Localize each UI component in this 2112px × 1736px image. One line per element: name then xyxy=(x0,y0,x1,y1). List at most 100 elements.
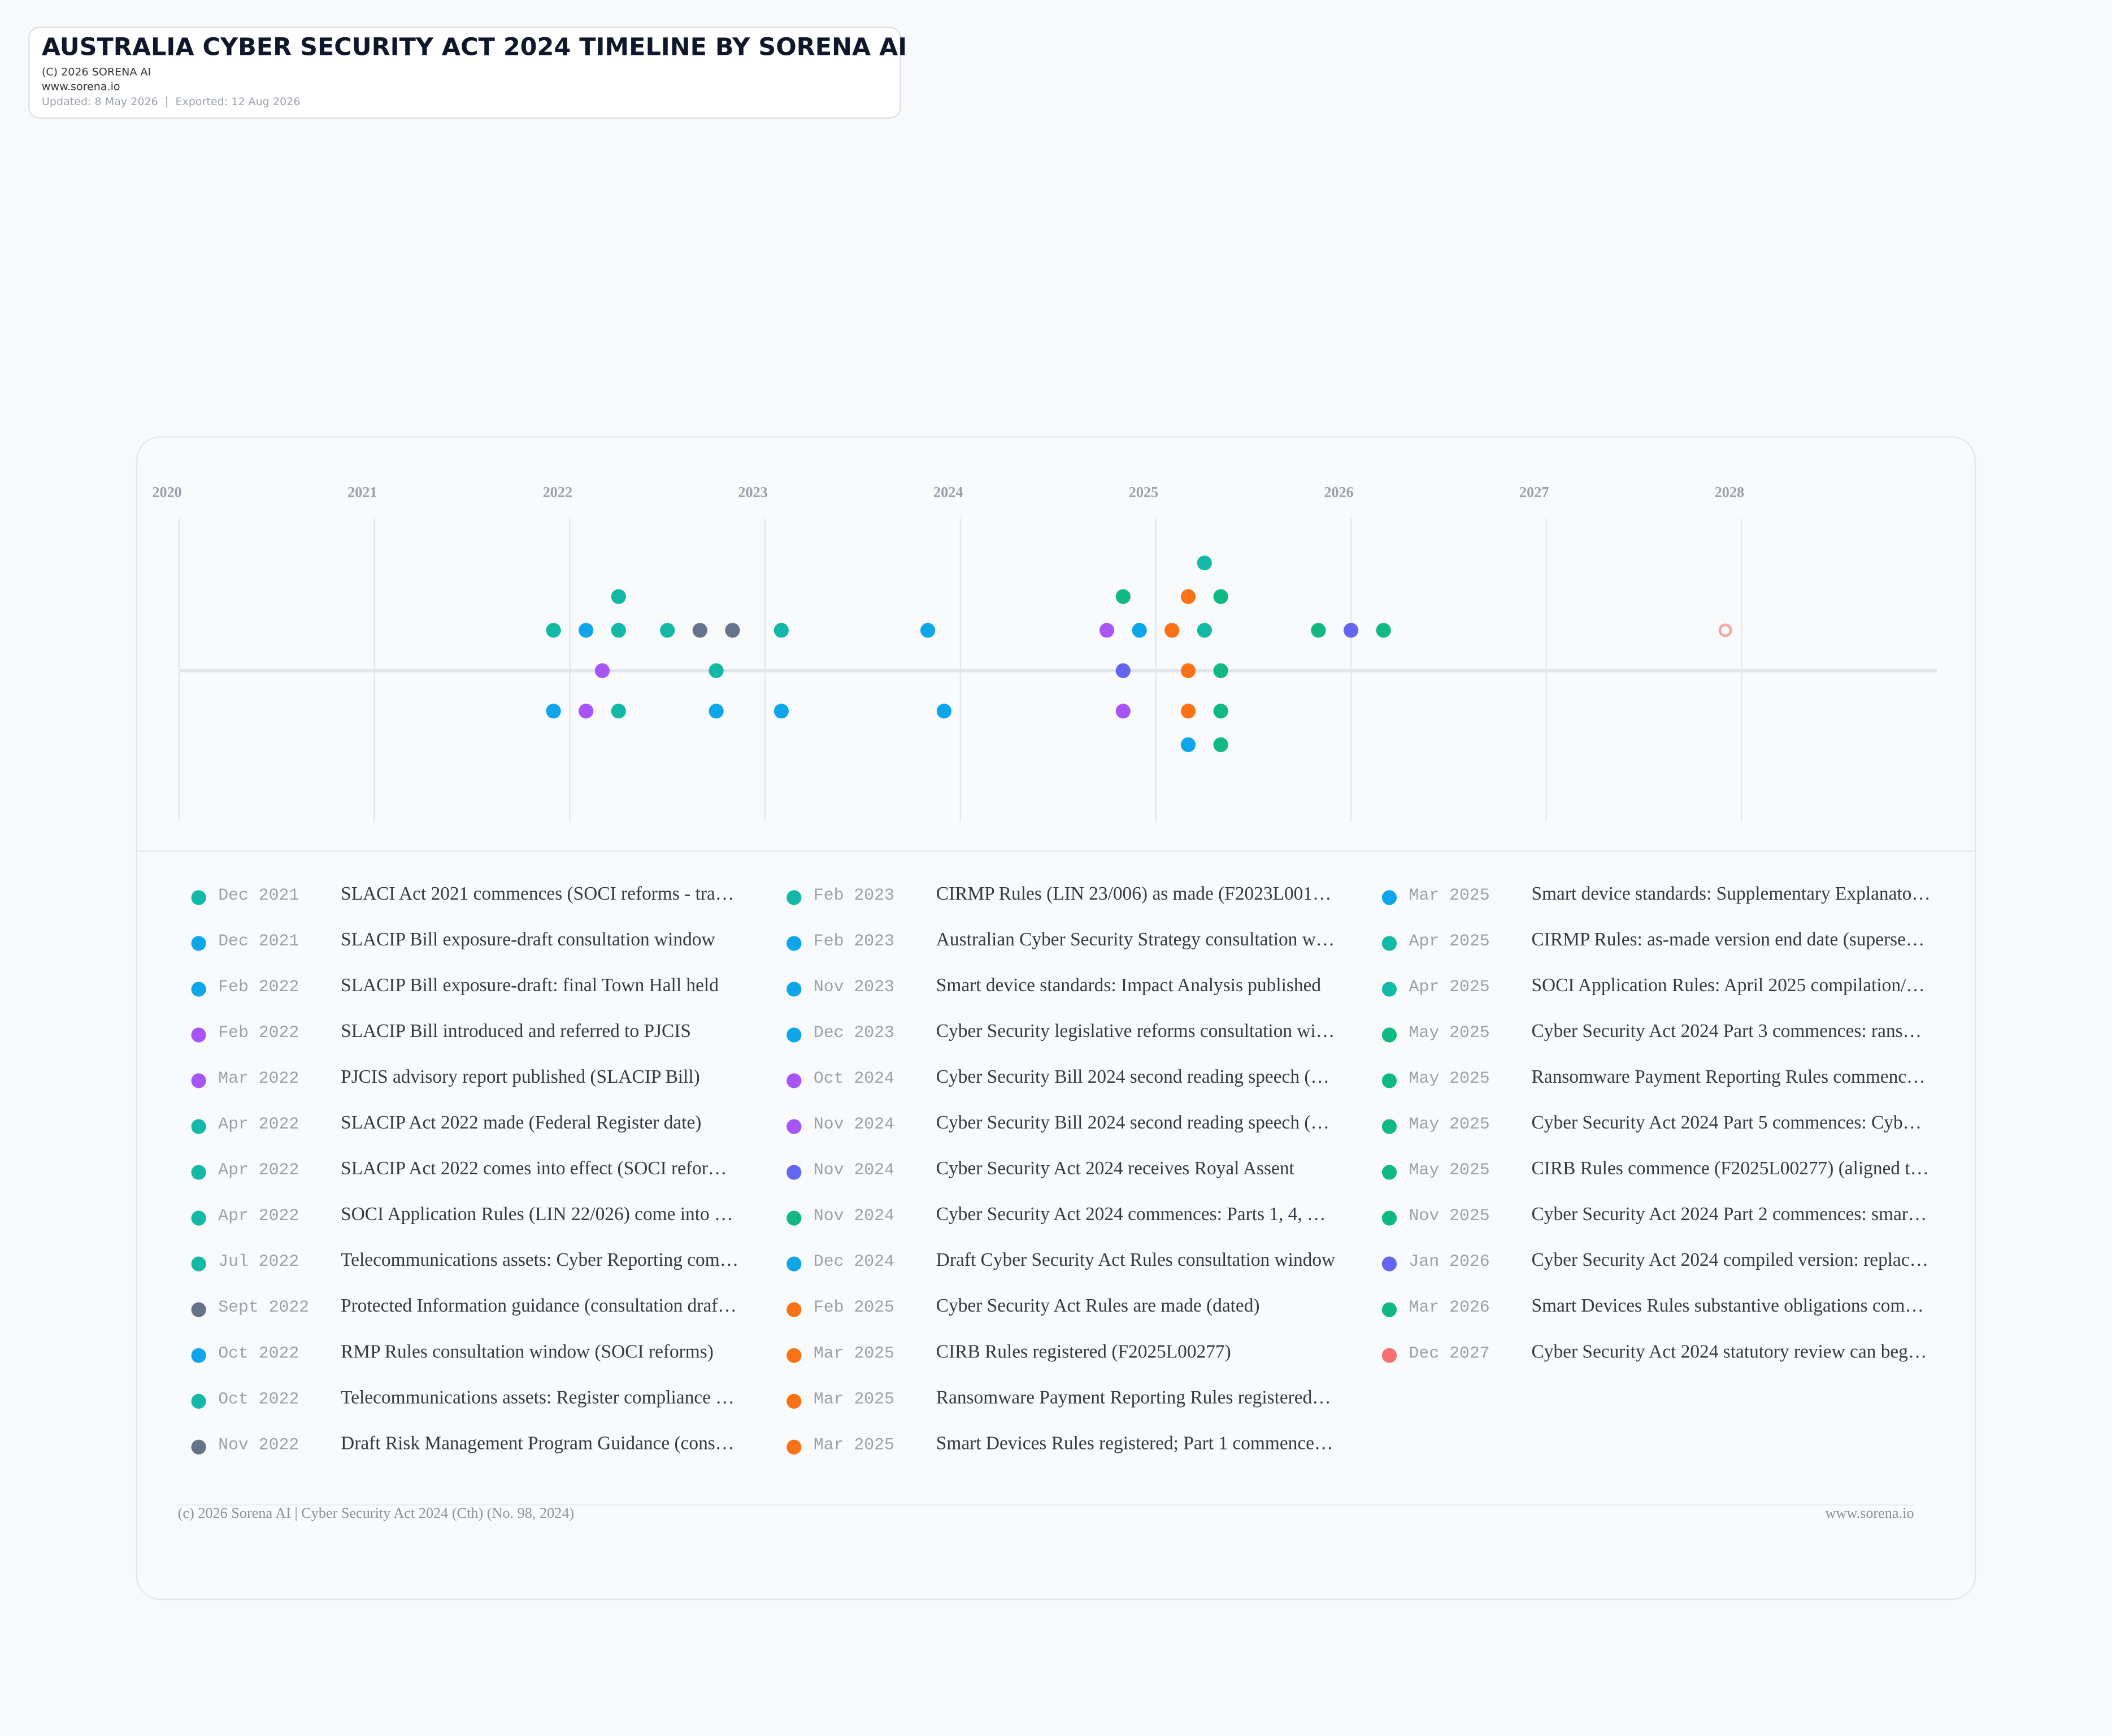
event-dot xyxy=(546,704,561,719)
event-dot xyxy=(1376,623,1391,638)
event-text: SLACIP Act 2022 made (Federal Register d… xyxy=(341,1113,702,1134)
event-dot xyxy=(936,704,952,719)
event-dot xyxy=(786,1210,802,1226)
event-dot xyxy=(786,936,802,951)
event-dot xyxy=(1381,1302,1397,1317)
event-date: Mar 2026 xyxy=(1409,1298,1490,1317)
event-date: Nov 2024 xyxy=(813,1161,894,1180)
event-date: May 2025 xyxy=(1409,1115,1490,1134)
event-text: Cyber Security Act 2024 Part 3 commences… xyxy=(1531,1022,1922,1043)
event-text: SLACI Act 2021 commences (SOCI reforms -… xyxy=(341,884,735,905)
dates: Updated: 8 May 2026 | Exported: 12 Aug 2… xyxy=(41,96,301,108)
event-dot xyxy=(1381,982,1397,997)
event-date: May 2025 xyxy=(1409,1023,1490,1043)
event-dot xyxy=(660,623,675,638)
year-label: 2028 xyxy=(1715,484,1744,500)
event-dot xyxy=(1180,589,1196,604)
event-dot xyxy=(191,1348,206,1363)
event-date: Apr 2022 xyxy=(218,1115,299,1134)
event-dot xyxy=(579,623,594,638)
event-date: Feb 2022 xyxy=(218,1023,299,1043)
event-date: Feb 2025 xyxy=(813,1298,894,1317)
event-dot xyxy=(191,1394,206,1409)
event-dot xyxy=(709,704,724,719)
event-date: Apr 2022 xyxy=(218,1206,299,1226)
event-dot xyxy=(786,982,802,997)
event-date: Feb 2023 xyxy=(813,886,894,905)
event-dot xyxy=(1132,623,1147,638)
footer-rule xyxy=(176,1504,1914,1506)
event-dot xyxy=(709,663,724,678)
event-date: Apr 2025 xyxy=(1409,932,1490,951)
event-text: Cyber Security legislative reforms consu… xyxy=(936,1022,1335,1043)
event-text: CIRB Rules commence (F2025L00277) (align… xyxy=(1531,1159,1930,1180)
event-date: Dec 2021 xyxy=(218,886,299,905)
event-dot xyxy=(191,1073,206,1088)
event-text: CIRMP Rules (LIN 23/006) as made (F2023L… xyxy=(936,884,1332,905)
event-dot xyxy=(1381,1027,1397,1043)
event-dot xyxy=(692,623,707,638)
event-dot xyxy=(1381,1348,1397,1363)
event-dot xyxy=(1115,663,1131,678)
event-dot xyxy=(1115,704,1131,719)
event-text: Cyber Security Act 2024 commences: Parts… xyxy=(936,1205,1326,1226)
event-dot xyxy=(1213,663,1228,678)
event-text: Cyber Security Bill 2024 second reading … xyxy=(936,1067,1329,1088)
event-dot xyxy=(786,1439,802,1455)
event-dot xyxy=(786,1256,802,1271)
event-dot xyxy=(1343,623,1359,638)
event-dot xyxy=(1381,1165,1397,1180)
event-dot xyxy=(191,1119,206,1134)
event-dot xyxy=(191,982,206,997)
event-text: Cyber Security Act 2024 receives Royal A… xyxy=(936,1159,1294,1180)
event-date: Dec 2023 xyxy=(813,1023,894,1043)
event-date: Apr 2022 xyxy=(218,1161,299,1180)
event-dot xyxy=(191,1439,206,1455)
event-date: Feb 2023 xyxy=(813,932,894,951)
event-dot xyxy=(773,623,789,638)
footer-left: (c) 2026 Sorena AI | Cyber Security Act … xyxy=(177,1505,575,1522)
event-dot xyxy=(786,1073,802,1088)
event-text: Smart Devices Rules registered; Part 1 c… xyxy=(936,1434,1333,1455)
event-dot xyxy=(1197,555,1212,571)
event-date: Nov 2024 xyxy=(813,1115,894,1134)
year-label: 2025 xyxy=(1129,484,1158,500)
year-label: 2023 xyxy=(738,484,767,500)
event-dot xyxy=(1381,936,1397,951)
event-dot xyxy=(579,704,594,719)
event-date: Jul 2022 xyxy=(218,1252,299,1271)
event-date: May 2025 xyxy=(1409,1069,1490,1088)
event-dot xyxy=(1099,623,1115,638)
event-dot xyxy=(920,623,936,638)
event-date: Dec 2021 xyxy=(218,932,299,951)
event-dot xyxy=(1718,623,1732,637)
event-dot xyxy=(1180,704,1196,719)
event-date: Mar 2025 xyxy=(1409,886,1490,905)
event-text: SLACIP Act 2022 comes into effect (SOCI … xyxy=(341,1159,727,1180)
event-text: Cyber Security Act 2024 Part 2 commences… xyxy=(1531,1205,1927,1226)
event-dot xyxy=(191,1165,206,1180)
event-text: SOCI Application Rules (LIN 22/026) come… xyxy=(341,1205,733,1226)
event-dot xyxy=(786,1348,802,1363)
event-text: SLACIP Bill introduced and referred to P… xyxy=(341,1022,691,1043)
event-text: Telecommunications assets: Cyber Reporti… xyxy=(341,1251,739,1271)
event-dot xyxy=(611,704,626,719)
event-date: Nov 2022 xyxy=(218,1435,299,1455)
event-dot xyxy=(1197,623,1212,638)
event-text: Australian Cyber Security Strategy consu… xyxy=(936,930,1335,951)
event-date: Mar 2022 xyxy=(218,1069,299,1088)
event-text: Cyber Security Act Rules are made (dated… xyxy=(936,1297,1260,1317)
timeline-card xyxy=(136,436,1976,1600)
event-dot xyxy=(786,1165,802,1180)
event-dot xyxy=(594,663,610,678)
event-dot xyxy=(191,890,206,905)
event-date: Jan 2026 xyxy=(1409,1252,1490,1271)
event-date: Apr 2025 xyxy=(1409,978,1490,997)
event-text: Protected Information guidance (consulta… xyxy=(341,1297,737,1317)
event-text: SLACIP Bill exposure-draft: final Town H… xyxy=(341,976,719,997)
copyright: (C) 2026 SORENA AI xyxy=(41,66,151,79)
event-date: Nov 2024 xyxy=(813,1206,894,1226)
event-text: Draft Risk Management Program Guidance (… xyxy=(341,1434,735,1455)
event-dot xyxy=(1311,623,1326,638)
